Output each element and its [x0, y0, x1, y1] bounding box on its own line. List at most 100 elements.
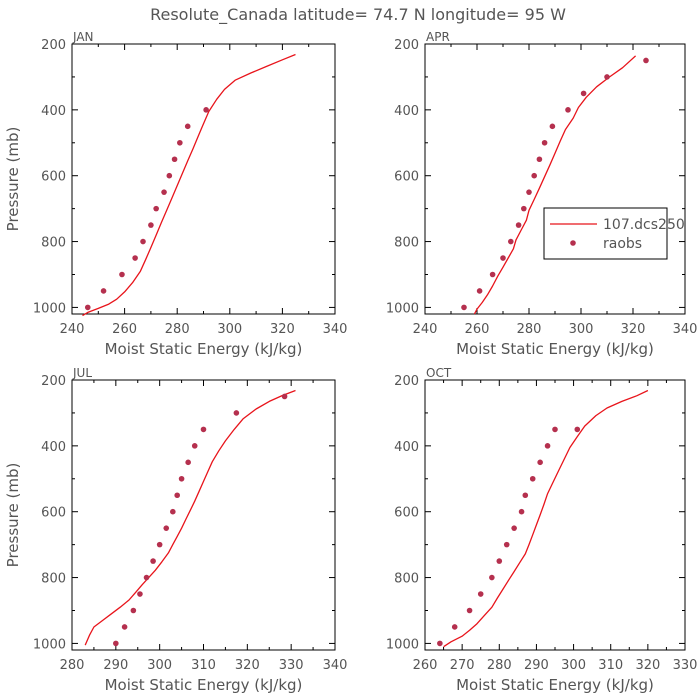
- obs-point: [170, 508, 176, 515]
- obs-point: [500, 255, 506, 261]
- obs-point: [521, 205, 527, 212]
- legend-obs-marker: [570, 240, 576, 246]
- obs-point: [113, 640, 119, 647]
- x-tick-label: 300: [569, 322, 594, 337]
- obs-point: [536, 156, 543, 163]
- x-axis-title: Moist Static Energy (kJ/kg): [456, 676, 654, 694]
- obs-point: [437, 640, 443, 647]
- x-tick-label: 340: [323, 658, 348, 673]
- panel-label: OCT: [426, 366, 452, 380]
- y-tick-label: 1000: [33, 301, 66, 316]
- obs-point: [200, 426, 207, 433]
- y-tick-label: 800: [394, 236, 419, 251]
- panel-label: JAN: [72, 30, 94, 44]
- x-tick-label: 320: [635, 658, 660, 673]
- obs-point: [137, 591, 143, 597]
- x-tick-label: 280: [165, 322, 190, 337]
- obs-point: [171, 156, 178, 163]
- x-tick-label: 280: [60, 658, 85, 673]
- obs-point: [466, 607, 473, 614]
- obs-point: [191, 443, 198, 449]
- obs-point: [153, 205, 159, 212]
- plot-frame: [71, 379, 336, 651]
- obs-point: [477, 591, 484, 597]
- obs-point: [140, 238, 146, 245]
- obs-point: [552, 426, 558, 433]
- obs-point: [489, 574, 495, 581]
- x-tick-label: 320: [270, 322, 295, 337]
- x-tick-label: 260: [465, 322, 490, 337]
- legend-box: [543, 207, 668, 260]
- obs-point: [177, 139, 183, 146]
- x-tick-label: 300: [147, 658, 172, 673]
- obs-point: [541, 139, 548, 146]
- x-tick-label: 320: [235, 658, 260, 673]
- x-tick-label: 310: [191, 658, 216, 673]
- obs-point: [121, 624, 128, 630]
- y-tick-label: 1000: [33, 637, 66, 652]
- obs-point: [537, 459, 543, 466]
- obs-point: [119, 271, 125, 278]
- obs-point: [515, 222, 522, 228]
- obs-point: [496, 558, 503, 564]
- x-tick-label: 300: [561, 658, 586, 673]
- obs-point: [544, 443, 551, 449]
- x-tick-label: 270: [450, 658, 475, 673]
- x-tick-label: 290: [524, 658, 549, 673]
- obs-point: [518, 508, 525, 515]
- x-tick-label: 330: [279, 658, 304, 673]
- obs-point: [529, 475, 536, 482]
- obs-point: [565, 107, 571, 113]
- obs-point: [84, 304, 91, 311]
- obs-point: [233, 410, 240, 416]
- panel-label: APR: [426, 30, 450, 44]
- y-tick-label: 400: [394, 104, 419, 119]
- x-axis-title: Moist Static Energy (kJ/kg): [105, 676, 303, 694]
- plot-frame: [71, 43, 336, 315]
- y-tick-label: 600: [394, 170, 419, 185]
- y-tick-label: 400: [41, 440, 66, 455]
- x-tick-label: 300: [217, 322, 242, 337]
- obs-point: [150, 558, 156, 564]
- obs-point: [522, 492, 529, 499]
- x-tick-label: 340: [673, 322, 698, 337]
- y-tick-label: 200: [41, 38, 66, 53]
- obs-point: [185, 459, 191, 466]
- obs-point: [489, 271, 496, 278]
- obs-point: [574, 426, 581, 433]
- obs-point: [503, 541, 510, 548]
- obs-point: [604, 74, 610, 80]
- y-tick-label: 600: [41, 506, 66, 521]
- x-tick-label: 260: [112, 322, 137, 337]
- y-tick-label: 800: [394, 572, 419, 587]
- figure-title: Resolute_Canada latitude= 74.7 N longitu…: [150, 5, 566, 25]
- y-tick-label: 200: [394, 38, 419, 53]
- obs-point: [161, 189, 167, 195]
- obs-point: [178, 475, 185, 482]
- obs-point: [643, 57, 649, 64]
- obs-point: [451, 624, 458, 630]
- y-tick-label: 800: [41, 572, 66, 587]
- panel-oct: 260 270 280 290 300 310 320 330 200 400 600 800 1000…: [386, 366, 698, 694]
- legend-model-label: 107.dcs250: [603, 217, 685, 233]
- legend: 107.dcs250 raobs: [543, 207, 685, 260]
- panel-label: JUL: [72, 366, 92, 380]
- x-tick-label: 240: [413, 322, 438, 337]
- y-tick-label: 600: [41, 170, 66, 185]
- series-model-line: [84, 389, 296, 646]
- x-tick-label: 340: [323, 322, 348, 337]
- x-tick-label: 260: [413, 658, 438, 673]
- x-tick-label: 330: [673, 658, 698, 673]
- obs-point: [184, 123, 191, 130]
- obs-point: [143, 574, 150, 581]
- obs-point: [203, 107, 209, 113]
- x-axis-title: Moist Static Energy (kJ/kg): [105, 340, 303, 358]
- plot-frame: [424, 43, 686, 315]
- obs-point: [132, 255, 138, 261]
- obs-point: [130, 607, 137, 614]
- obs-point: [461, 304, 467, 311]
- y-tick-label: 1000: [386, 637, 419, 652]
- obs-point: [511, 525, 517, 531]
- obs-point: [156, 541, 163, 548]
